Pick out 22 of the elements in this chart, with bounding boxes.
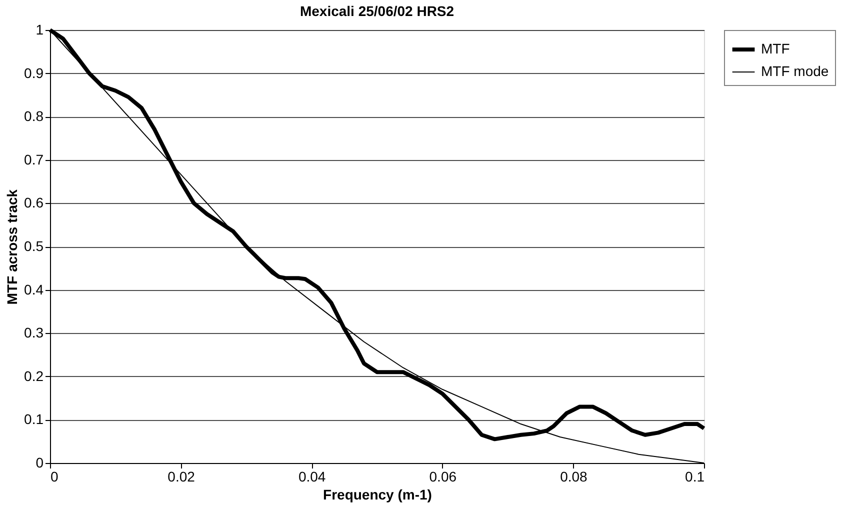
y-tick-label: 1 bbox=[36, 22, 44, 38]
x-tick-label: 0.1 bbox=[685, 468, 705, 484]
y-tick-label: 0.4 bbox=[24, 281, 44, 298]
legend-label: MTF mode bbox=[761, 63, 829, 79]
x-axis-title: Frequency (m-1) bbox=[323, 486, 432, 502]
y-tick-label: 0.2 bbox=[24, 368, 44, 384]
y-tick-label: 0.9 bbox=[24, 64, 44, 81]
x-tick-label: 0.04 bbox=[298, 468, 326, 484]
chart-title: Mexicali 25/06/02 HRS2 bbox=[300, 3, 454, 19]
y-tick-label: 0.7 bbox=[24, 151, 44, 168]
x-tick-label: 0.06 bbox=[429, 468, 457, 484]
y-tick-label: 0.6 bbox=[24, 194, 44, 211]
y-tick-label: 0 bbox=[36, 454, 44, 470]
y-tick-label: 0.1 bbox=[24, 411, 44, 428]
y-tick-label: 0.5 bbox=[24, 238, 44, 254]
x-tick-label: 0.02 bbox=[168, 468, 196, 484]
y-axis-title: MTF across track bbox=[4, 189, 20, 305]
y-tick-label: 0.8 bbox=[24, 108, 44, 124]
legend-label: MTF bbox=[761, 40, 790, 56]
y-tick-label: 0.3 bbox=[24, 324, 44, 341]
x-tick-label: 0.08 bbox=[560, 468, 588, 484]
x-tick-label: 0 bbox=[50, 468, 58, 484]
